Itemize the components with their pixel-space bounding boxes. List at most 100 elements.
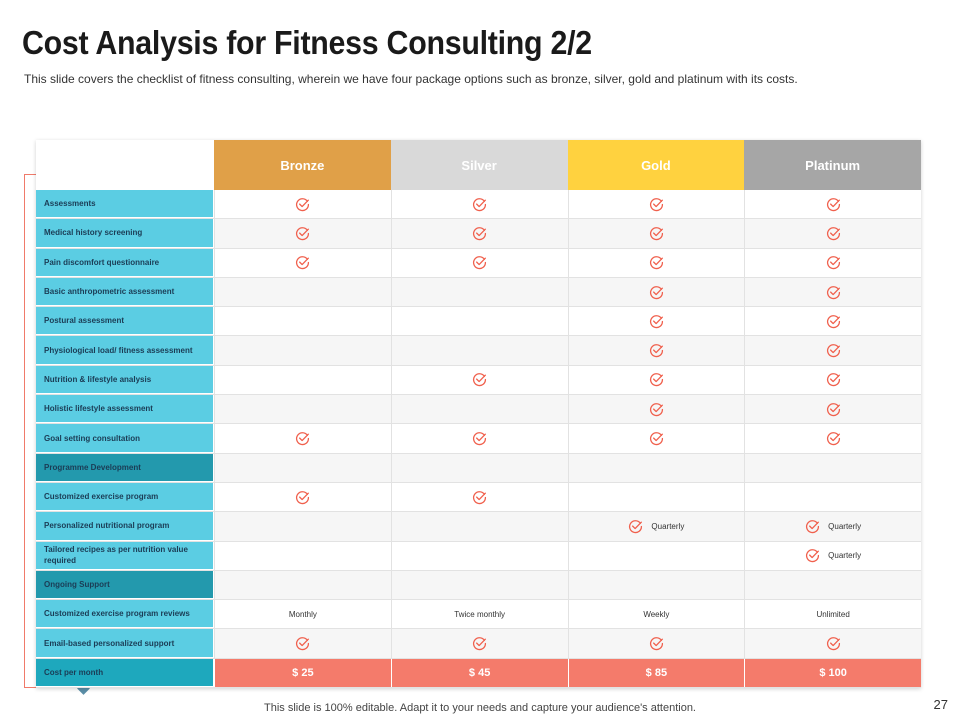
header-platinum: Platinum [744,140,921,190]
check-icon [473,197,487,211]
frequency-note: Quarterly [651,521,685,531]
cost-platinum: $ 100 [744,658,921,688]
row-label: Basic anthropometric assessment [36,277,214,307]
check-icon [296,637,310,651]
cell-platinum [744,277,921,307]
row-label: Assessments [36,190,214,219]
row-label: Programme Development [36,453,214,482]
cell-gold [567,248,745,277]
check-icon [826,637,840,651]
check-icon [296,197,310,211]
check-icon [296,432,310,446]
check-icon [649,285,663,299]
cell-platinum [744,307,921,336]
table-row: Email-based personalized support [36,629,921,659]
frequency-note: Quarterly [828,551,862,561]
cell-platinum [744,424,921,453]
cell-silver [390,336,568,365]
check-icon [473,373,487,387]
frequency-text: Twice monthly [454,609,505,619]
cell-platinum [744,629,921,658]
cell-platinum [744,219,921,248]
row-label: Customized exercise program [36,482,214,512]
check-with-note: Quarterly [805,519,861,534]
check-icon [629,520,643,534]
cell-bronze [214,570,391,600]
check-icon [649,197,663,211]
cell-bronze [214,482,391,512]
cell-silver [390,453,568,482]
check-icon [826,314,840,329]
table-row: Customized exercise program reviews Month… [36,600,921,630]
cell-bronze [214,248,391,277]
table-row: Physiological load/ fitness assessment [36,336,921,366]
check-icon [649,344,663,358]
table-row: Postural assessment [36,307,921,337]
cell-silver [390,395,568,424]
check-icon [826,373,840,387]
cell-platinum [744,570,921,600]
check-icon [473,432,487,446]
table-row: Customized exercise program [36,482,921,513]
cell-bronze [214,190,391,219]
cell-gold [567,365,745,395]
cell-gold [567,424,745,453]
cell-gold [567,453,745,482]
cost-gold: $ 85 [567,658,745,688]
cell-bronze [214,336,391,365]
row-label: Customized exercise program reviews [36,600,214,629]
row-label: Personalized nutritional program [36,512,214,541]
check-icon [649,402,663,416]
cell-platinum [744,365,921,395]
package-comparison-table: Bronze Silver Gold Platinum Assessments M… [36,140,921,689]
check-icon [296,256,310,270]
cell-bronze [214,219,391,248]
cell-bronze [214,453,391,482]
cell-silver [390,629,568,658]
cell-gold [567,336,745,365]
cost-label: Cost per month [36,658,214,688]
cell-bronze: Monthly [214,600,391,629]
table-row: Pain discomfort questionnaire [36,248,921,278]
check-icon [296,227,310,241]
table-row: Assessments [36,190,921,220]
check-with-note: Quarterly [805,548,861,563]
cost-row: Cost per month $ 25 $ 45 $ 85 $ 100 [36,658,921,689]
cell-bronze [214,629,391,658]
cell-silver: Twice monthly [390,600,568,629]
check-icon [473,256,487,270]
cell-silver [390,424,568,453]
cell-silver [390,277,568,307]
check-icon [826,432,840,446]
check-icon [649,256,663,270]
frequency-text: Unlimited [816,609,850,619]
check-with-note: Quarterly [628,519,684,534]
cell-bronze [214,307,391,336]
cell-platinum [744,248,921,277]
check-icon [649,314,663,329]
cell-gold: Quarterly [567,512,745,541]
table-row: Nutrition & lifestyle analysis [36,365,921,396]
cell-silver [390,482,568,512]
row-label: Holistic lifestyle assessment [36,395,214,424]
table-row: Personalized nutritional program Quarterl… [36,512,921,542]
row-label: Medical history screening [36,219,214,248]
check-icon [649,373,663,387]
cell-gold [567,629,745,658]
cell-platinum [744,453,921,482]
check-icon [826,256,840,270]
cell-platinum: Unlimited [744,600,921,629]
cell-silver [390,541,568,570]
cell-gold: Weekly [567,600,745,629]
check-icon [826,197,840,211]
check-icon [826,285,840,299]
cell-bronze [214,365,391,395]
check-icon [826,402,840,416]
check-icon [806,549,820,563]
cell-gold [567,190,745,219]
cost-bronze: $ 25 [214,658,391,688]
cell-bronze [214,512,391,541]
check-icon [473,637,487,651]
row-label: Email-based personalized support [36,629,214,658]
page-title: Cost Analysis for Fitness Consulting 2/2 [22,24,592,61]
